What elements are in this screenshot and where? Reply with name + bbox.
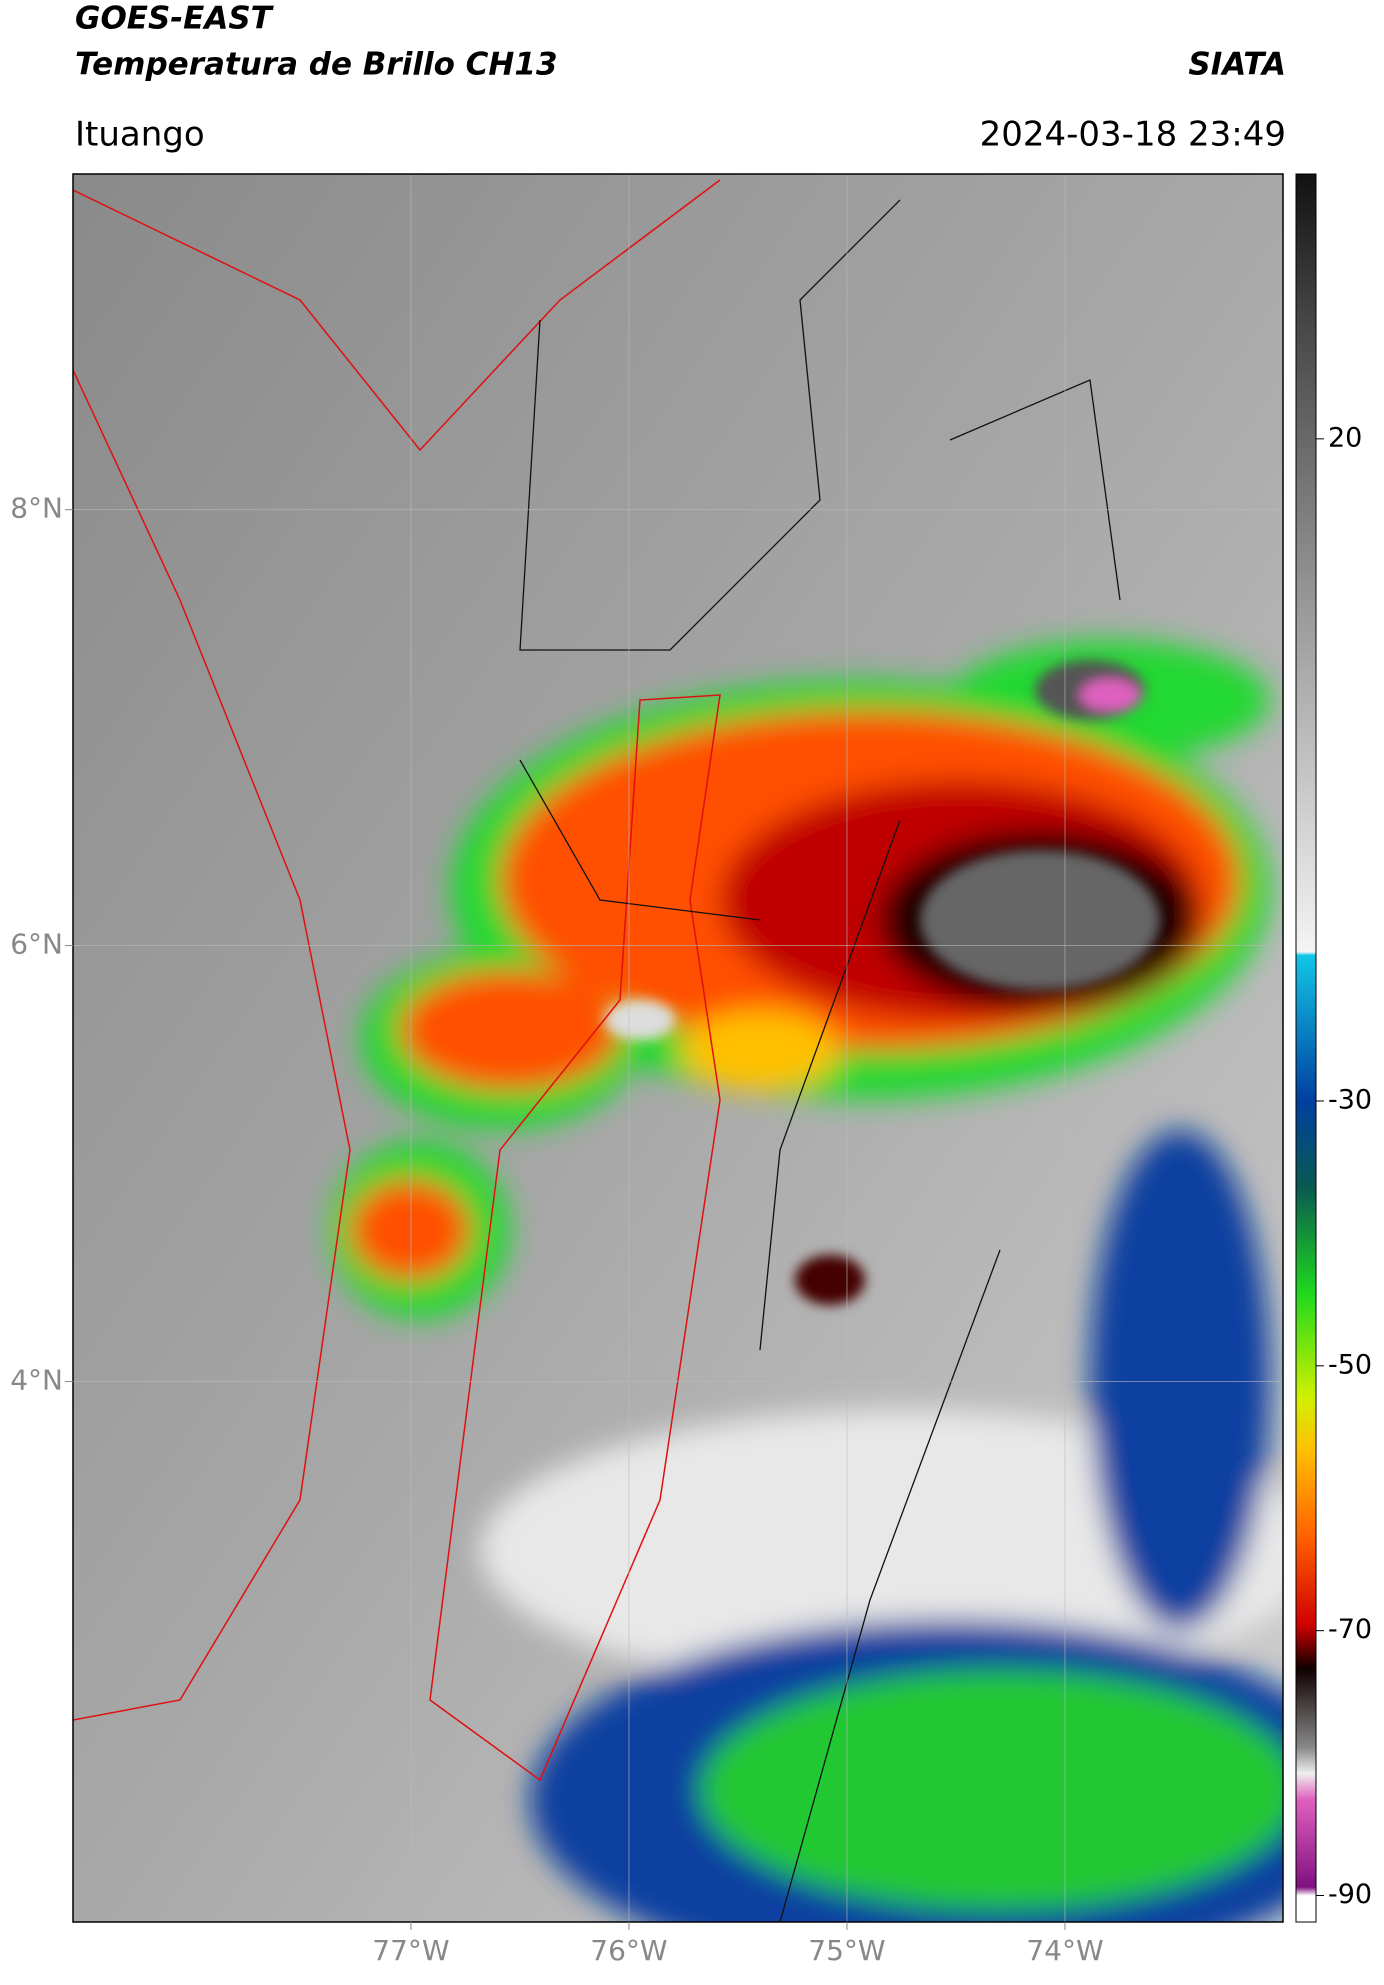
x-tick-label: 77°W — [372, 1934, 449, 1967]
subtitle: Temperatura de Brillo CH13 — [75, 47, 558, 83]
x-tick-label: 74°W — [1026, 1934, 1103, 1967]
location: Ituango — [75, 115, 205, 155]
source: SIATA — [1188, 47, 1286, 83]
map-frame — [72, 173, 1284, 1923]
colorbar — [1295, 173, 1317, 1923]
y-tick-label: 6°N — [10, 928, 63, 961]
colorbar-label: -30 — [1328, 1084, 1372, 1115]
satellite-image — [73, 174, 1283, 1922]
x-tick-label: 76°W — [590, 1934, 667, 1967]
colorbar-label: -50 — [1328, 1349, 1372, 1380]
datetime: 2024-03-18 23:49 — [980, 115, 1286, 155]
title: GOES-EAST — [75, 1, 275, 37]
x-tick-label: 75°W — [808, 1934, 885, 1967]
colorbar-label: -90 — [1328, 1879, 1372, 1910]
y-tick-label: 4°N — [10, 1363, 63, 1396]
colorbar-label: -70 — [1328, 1614, 1372, 1645]
colorbar-label: 20 — [1328, 422, 1362, 453]
y-tick-label: 8°N — [10, 492, 63, 525]
